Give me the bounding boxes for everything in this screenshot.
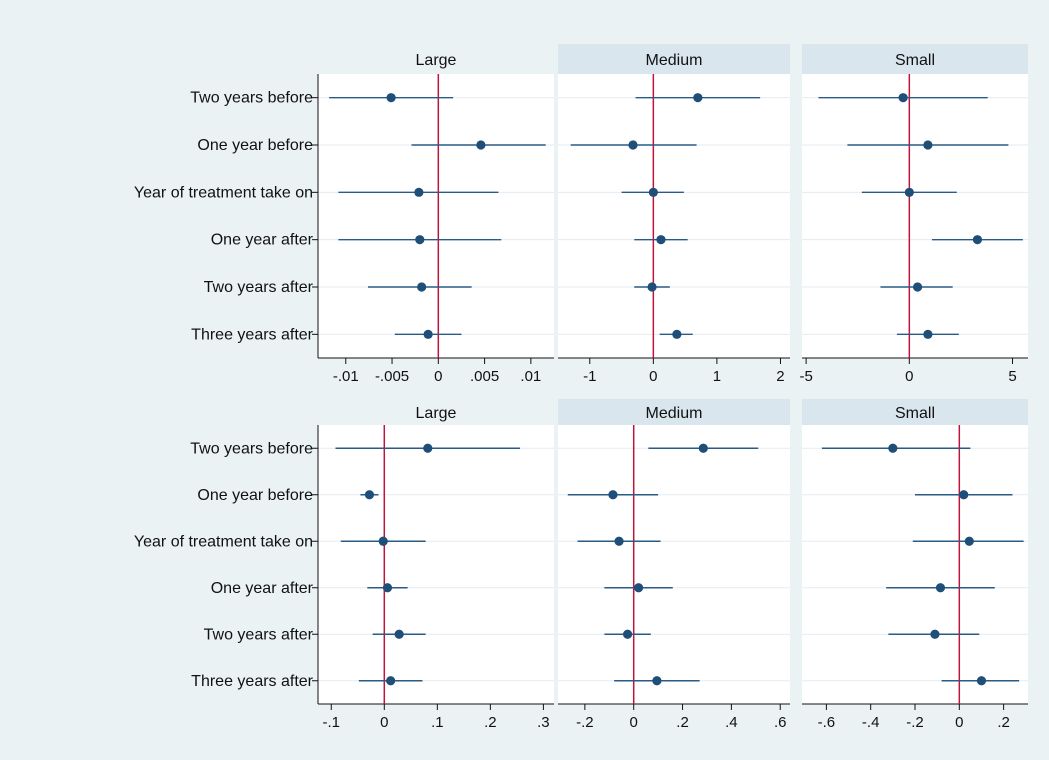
- category-label: Two years after: [204, 626, 314, 643]
- category-label: Two years before: [190, 90, 313, 107]
- x-tick-label: 0: [380, 714, 388, 731]
- panel-title: Large: [416, 405, 457, 422]
- point-estimate: [414, 187, 424, 197]
- point-estimate: [378, 536, 388, 546]
- panel-title: Medium: [646, 52, 703, 69]
- x-tick-label: 1: [713, 368, 721, 385]
- category-label: One year before: [197, 137, 313, 154]
- x-tick-label: .2: [484, 714, 497, 731]
- x-tick-label: 0: [630, 714, 638, 731]
- panel-strip: [558, 399, 790, 425]
- point-estimate: [693, 93, 703, 103]
- panel-plot-area: [558, 425, 790, 704]
- point-estimate: [633, 583, 644, 593]
- point-estimate: [935, 583, 946, 593]
- x-tick-label: -.2: [906, 714, 924, 731]
- point-estimate: [415, 235, 425, 245]
- point-estimate: [898, 93, 908, 103]
- panel-plot-area: [802, 74, 1028, 358]
- point-estimate: [904, 187, 914, 197]
- point-estimate: [888, 443, 898, 453]
- panel-title: Small: [895, 405, 935, 422]
- point-estimate: [976, 676, 987, 686]
- panel-strip: [318, 44, 554, 74]
- point-estimate: [972, 235, 983, 245]
- point-estimate: [394, 629, 404, 639]
- panel-strip: [318, 399, 554, 425]
- panel-title: Large: [416, 52, 457, 69]
- point-estimate: [648, 187, 658, 197]
- x-tick-label: .01: [520, 368, 541, 385]
- category-label: Year of treatment take on: [134, 533, 313, 550]
- point-estimate: [672, 329, 682, 339]
- category-label: Year of treatment take on: [134, 184, 313, 201]
- panel-title: Small: [895, 52, 935, 69]
- point-estimate: [912, 282, 923, 292]
- x-tick-label: 0: [955, 714, 963, 731]
- point-estimate: [930, 629, 940, 639]
- x-tick-label: -.2: [576, 714, 594, 731]
- panel-plot-area: [558, 74, 790, 358]
- point-estimate: [923, 329, 933, 339]
- point-estimate: [423, 329, 433, 339]
- x-tick-label: .1: [431, 714, 444, 731]
- point-estimate: [628, 140, 638, 150]
- panel-strip: [802, 44, 1028, 74]
- panel-strip: [558, 44, 790, 74]
- panel-plot-area: [802, 425, 1028, 704]
- x-tick-label: 0: [905, 368, 913, 385]
- category-label: One year after: [211, 580, 314, 597]
- point-estimate: [608, 490, 618, 500]
- x-tick-label: 0: [434, 368, 442, 385]
- category-label: Three years after: [191, 326, 314, 343]
- panel-strip: [802, 399, 1028, 425]
- x-tick-label: .2: [997, 714, 1010, 731]
- x-tick-label: 5: [1008, 368, 1016, 385]
- category-label: One year after: [211, 232, 314, 249]
- point-estimate: [614, 536, 624, 546]
- panel-plot-area: [318, 425, 554, 704]
- panel-plot-area: [318, 74, 554, 358]
- x-tick-label: 0: [649, 368, 657, 385]
- x-tick-label: .2: [676, 714, 689, 731]
- x-tick-label: -.1: [323, 714, 341, 731]
- x-tick-label: -5: [799, 368, 812, 385]
- category-label: Two years before: [190, 440, 313, 457]
- point-estimate: [964, 536, 974, 546]
- point-estimate: [959, 490, 969, 500]
- x-tick-label: -.01: [333, 368, 359, 385]
- point-estimate: [364, 490, 375, 500]
- point-estimate: [656, 235, 666, 245]
- point-estimate: [623, 629, 633, 639]
- category-label: One year before: [197, 487, 313, 504]
- point-estimate: [382, 583, 393, 593]
- category-label: Two years after: [204, 279, 314, 296]
- panel-title: Medium: [646, 405, 703, 422]
- point-estimate: [386, 676, 396, 686]
- point-estimate: [923, 140, 933, 150]
- x-tick-label: .6: [774, 714, 787, 731]
- x-tick-label: .3: [537, 714, 550, 731]
- category-label: Three years after: [191, 673, 314, 690]
- x-tick-label: .005: [470, 368, 499, 385]
- x-tick-label: -.4: [862, 714, 880, 731]
- x-tick-label: -.005: [375, 368, 409, 385]
- point-estimate: [476, 140, 486, 150]
- point-estimate: [386, 93, 396, 103]
- x-tick-label: 2: [776, 368, 784, 385]
- point-estimate: [423, 443, 433, 453]
- x-tick-label: -1: [583, 368, 596, 385]
- x-tick-label: -.6: [818, 714, 836, 731]
- point-estimate: [417, 282, 427, 292]
- point-estimate: [698, 443, 708, 453]
- x-tick-label: .4: [725, 714, 738, 731]
- point-estimate: [652, 676, 662, 686]
- point-estimate: [647, 282, 657, 292]
